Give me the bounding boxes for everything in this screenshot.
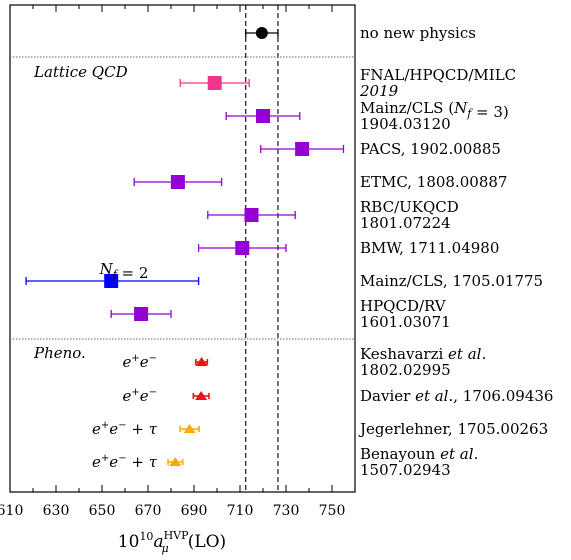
data-point-triangle (169, 457, 182, 466)
point-label: ETMC, 1808.00887 (360, 173, 507, 191)
data-point-triangle (195, 357, 208, 366)
point-annotation: Nf = 2 (99, 260, 149, 282)
data-point-square (134, 307, 149, 321)
point-label: no new physics (360, 24, 476, 42)
point-label-line2: 1904.03120 (360, 115, 451, 133)
x-tick-label: 750 (319, 503, 346, 519)
data-point-square (244, 208, 259, 222)
point-label: Benayoun et al. (360, 445, 478, 463)
plot-frame (9, 4, 356, 493)
point-label: FNAL/HPQCD/MILC (360, 66, 516, 84)
point-label-line2: 1601.03071 (360, 313, 451, 331)
pheno-method-label: e+e− (122, 353, 157, 371)
x-tick-label: 610 (0, 503, 23, 519)
point-label: Davier et al., 1706.09436 (360, 387, 553, 405)
section-label-pheno: Pheno. (33, 344, 86, 362)
data-point-square (235, 241, 250, 255)
x-tick-label: 710 (227, 503, 254, 519)
data-point-triangle (183, 424, 196, 433)
point-label: BMW, 1711.04980 (360, 239, 499, 257)
point-label-line2: 1801.07224 (360, 214, 451, 232)
data-point-square (207, 76, 222, 90)
point-label: Keshavarzi et al. (360, 345, 486, 363)
pheno-method-label: e+e− + τ (92, 420, 158, 438)
x-tick-label: 670 (135, 503, 162, 519)
point-label: PACS, 1902.00885 (360, 140, 501, 158)
point-label-line2: 2019 (359, 82, 399, 100)
pheno-method-label: e+e− (122, 387, 157, 405)
section-label-lattice: Lattice QCD (33, 63, 128, 81)
x-tick-label: 650 (89, 503, 116, 519)
x-tick-label: 630 (43, 503, 70, 519)
point-label: Jegerlehner, 1705.00263 (358, 420, 548, 438)
x-tick-label: 730 (273, 503, 300, 519)
data-point-square (256, 109, 270, 123)
data-point-triangle (195, 391, 208, 400)
point-label: RBC/UKQCD (360, 198, 459, 216)
point-label: Mainz/CLS, 1705.01775 (360, 272, 543, 290)
x-axis-label: 1010aHVP μ (LO) (118, 529, 226, 555)
data-point-square (295, 142, 310, 156)
point-label: Mainz/CLS (Nf = 3) (360, 99, 509, 121)
point-label: HPQCD/RV (360, 297, 447, 315)
data-point-square (104, 274, 119, 288)
point-label-line2: 1507.02943 (360, 461, 451, 479)
point-label-line2: 1802.02995 (360, 361, 451, 379)
data-point-square (170, 175, 185, 189)
pheno-method-label: e+e− + τ (92, 453, 158, 471)
x-tick-label: 690 (181, 503, 208, 519)
data-point-circle (255, 27, 268, 39)
